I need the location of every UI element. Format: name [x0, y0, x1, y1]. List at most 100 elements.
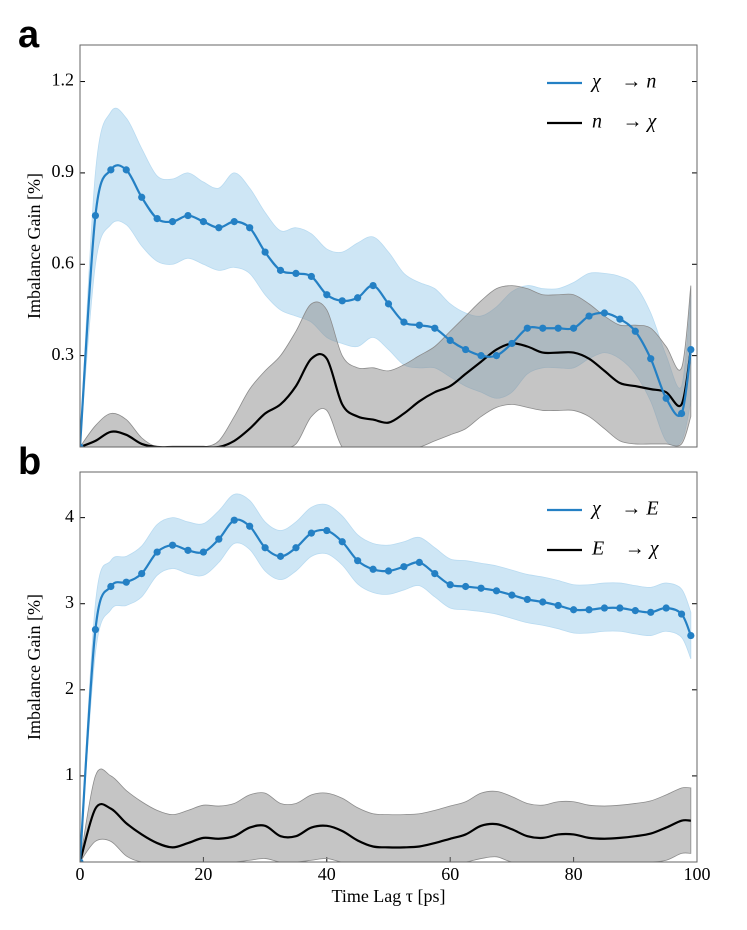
data-point [687, 345, 695, 354]
legend-label: n⃗ → χ⃗ [592, 111, 672, 133]
data-point [138, 193, 146, 201]
data-point [446, 581, 454, 589]
data-point [477, 584, 485, 592]
data-point [616, 604, 624, 612]
panel-label: a [18, 14, 40, 56]
data-point [292, 269, 300, 278]
data-point [585, 312, 593, 320]
data-point [153, 214, 161, 223]
data-point [338, 538, 346, 546]
data-point [261, 544, 269, 552]
data-point [492, 352, 501, 360]
data-point [276, 266, 285, 274]
data-point [91, 211, 100, 220]
y-tick-label: 0.6 [52, 252, 75, 272]
legend-label: E⃗ → χ⃗ [591, 538, 674, 560]
x-tick-label: 60 [441, 864, 459, 884]
x-tick-label: 0 [76, 864, 85, 884]
data-point [600, 309, 609, 317]
data-point [215, 535, 223, 543]
y-axis-label: Imbalance Gain [%] [24, 594, 44, 740]
data-point [138, 569, 146, 578]
data-point [431, 569, 439, 578]
data-point [662, 604, 670, 612]
series-line [80, 802, 691, 862]
x-axis-label: Time Lag τ [ps] [331, 886, 445, 906]
data-point [677, 610, 686, 618]
data-point [292, 544, 300, 552]
data-point [508, 339, 516, 348]
data-point [477, 352, 485, 360]
data-point [400, 318, 408, 326]
plot-area [80, 493, 695, 862]
legend-label: χ⃗ → n⃗ [590, 71, 672, 93]
data-point [184, 546, 192, 554]
data-point [554, 324, 562, 332]
data-point [400, 563, 408, 571]
y-tick-label: 1 [65, 764, 74, 784]
data-point [215, 224, 223, 232]
data-point [446, 336, 454, 345]
data-point [539, 324, 547, 332]
data-point [122, 166, 130, 174]
data-point [307, 272, 315, 281]
data-point [554, 601, 562, 610]
data-point [523, 324, 531, 332]
data-point [276, 552, 285, 560]
data-point [230, 516, 238, 524]
x-tick-label: 100 [684, 864, 711, 884]
y-tick-label: 3 [65, 592, 74, 612]
data-point [687, 631, 695, 640]
data-point [369, 281, 377, 290]
axes-frame [79, 44, 698, 448]
data-point [616, 315, 624, 323]
data-point [91, 625, 100, 634]
data-point [647, 355, 655, 363]
data-point [261, 248, 269, 256]
data-point [323, 526, 331, 535]
data-point [523, 595, 531, 604]
series-line [80, 342, 692, 447]
data-point [415, 558, 423, 566]
data-point [677, 409, 686, 418]
x-tick-label: 80 [565, 864, 583, 884]
data-point [662, 394, 670, 402]
data-point [631, 607, 639, 615]
data-point [508, 591, 516, 599]
confidence-band [80, 285, 692, 447]
data-point [80, 443, 84, 447]
data-point [354, 557, 362, 565]
data-point [246, 522, 254, 530]
data-point [570, 606, 578, 614]
y-axis-label: Imbalance Gain [%] [24, 173, 44, 319]
x-tick-label: 40 [318, 864, 336, 884]
data-point [184, 211, 192, 220]
panel-label: b [18, 441, 41, 483]
data-point [431, 324, 439, 332]
y-tick-label: 4 [65, 506, 74, 526]
x-tick-label: 20 [194, 864, 212, 884]
data-point [107, 582, 115, 591]
data-point [168, 218, 177, 226]
y-tick-label: 1.2 [52, 70, 75, 90]
data-point [539, 598, 547, 606]
data-point [153, 548, 161, 556]
data-point [570, 324, 578, 332]
data-point [323, 291, 331, 299]
data-point [384, 300, 393, 308]
data-point [647, 608, 655, 616]
data-point [199, 218, 207, 226]
legend-label: χ⃗ → E⃗ [590, 498, 674, 520]
data-point [369, 565, 377, 573]
data-point [462, 582, 470, 591]
y-tick-label: 0.9 [52, 161, 75, 181]
data-point [199, 548, 207, 556]
data-point [307, 529, 315, 537]
data-point [246, 224, 254, 232]
data-point [107, 166, 115, 174]
data-point [338, 297, 346, 305]
y-tick-label: 2 [65, 678, 74, 698]
data-point [354, 294, 362, 302]
data-point [462, 345, 470, 354]
